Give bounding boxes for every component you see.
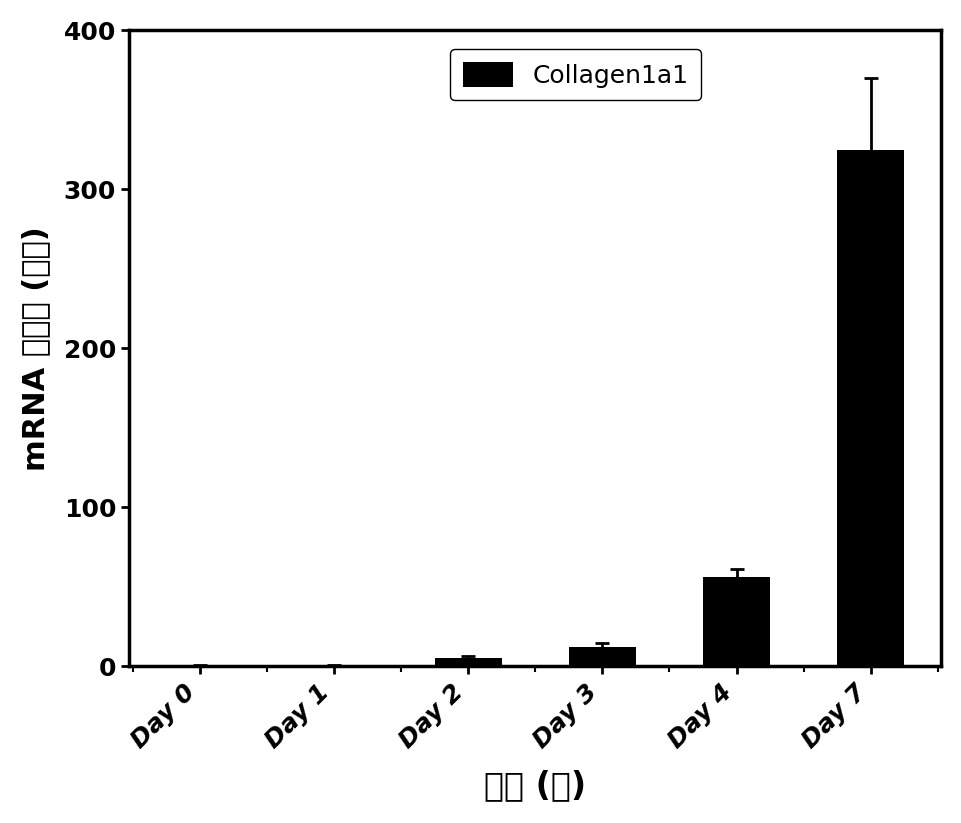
Legend: Collagen1a1: Collagen1a1 [450, 49, 701, 100]
Y-axis label: mRNA 变化量 (倍数): mRNA 变化量 (倍数) [21, 226, 50, 471]
Bar [568, 647, 635, 667]
Bar [434, 658, 502, 667]
X-axis label: 时间 (天): 时间 (天) [483, 770, 586, 802]
Bar [702, 577, 770, 667]
Bar [836, 150, 903, 667]
